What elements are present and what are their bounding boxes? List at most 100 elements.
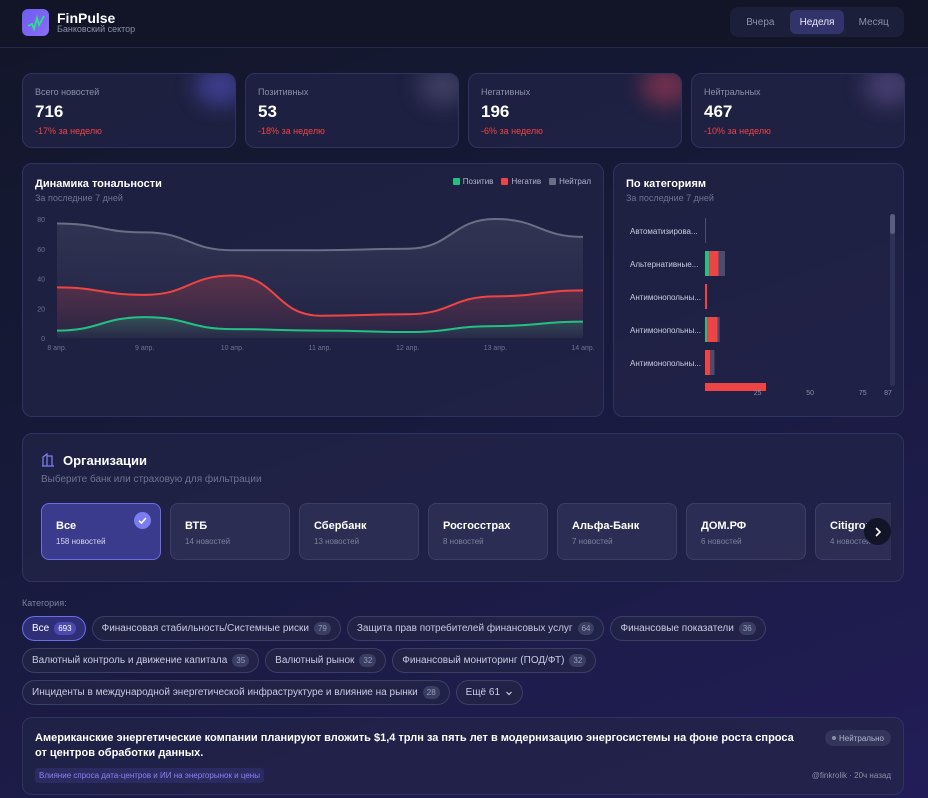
- y-tick-label: 20: [37, 306, 45, 313]
- series-area-0: [57, 317, 583, 338]
- org-count: 6 новостей: [701, 537, 742, 546]
- org-card[interactable]: Альфа-Банк 7 новостей: [557, 503, 677, 560]
- legend-neutral[interactable]: Нейтрал: [549, 177, 591, 186]
- news-tag[interactable]: Влияние спроса дата-центров и ИИ на энер…: [35, 768, 264, 783]
- stat-value: 716: [35, 102, 64, 121]
- org-card[interactable]: Сбербанк 13 новостей: [299, 503, 419, 560]
- category-count: 36: [738, 622, 756, 635]
- category-pill[interactable]: Валютный рынок 32: [265, 648, 387, 673]
- stat-change: -6% за неделю: [481, 126, 543, 136]
- y-tick-label: 60: [37, 247, 45, 254]
- category-bar-chart: Автоматизирова... Альтернативные... Антимо…: [630, 218, 892, 397]
- category-label: Категория:: [22, 598, 67, 608]
- sentiment-badge: Нейтрально: [825, 730, 891, 746]
- category-name: Инциденты в международной энергетической…: [32, 687, 418, 698]
- sentiment-chart-card: Динамика тональности За последние 7 дней…: [22, 163, 604, 417]
- app-name: FinPulse: [57, 10, 116, 26]
- chevron-down-icon: [506, 691, 512, 695]
- news-source[interactable]: @finkrolik: [811, 771, 848, 780]
- period-tab-month[interactable]: Месяц: [858, 16, 889, 28]
- stat-card: Позитивных 53 -18% за неделю: [245, 73, 459, 148]
- category-bar-segment: [710, 350, 715, 375]
- category-label: Антимонопольны...: [630, 359, 701, 368]
- series-line-Нейтрал: [56, 217, 584, 252]
- scroll-right-button[interactable]: [864, 518, 891, 545]
- chart-scrollbar[interactable]: [890, 214, 895, 386]
- check-icon: [134, 512, 151, 529]
- category-chart-card: По категориям За последние 7 дней Автома…: [613, 163, 904, 417]
- x-tick-label: 11 апр.: [309, 345, 332, 352]
- category-label: Антимонопольны...: [630, 293, 701, 302]
- app-subtitle: Банковский сектор: [57, 24, 136, 34]
- stat-label: Позитивных: [258, 87, 309, 97]
- category-count: 28: [422, 686, 440, 699]
- category-name: Финансовая стабильность/Системные риски: [101, 623, 309, 634]
- category-pill[interactable]: Защита прав потребителей финансовых услу…: [346, 616, 605, 641]
- category-name: Валютный рынок: [275, 655, 355, 666]
- category-bar-segment: [709, 251, 719, 276]
- sentiment-line-chart: 0 20 40 60 80 8 апр. 9 апр. 10 апр. 11 апр. 12 ап…: [37, 217, 594, 352]
- stat-card: Всего новостей 716 -17% за неделю: [22, 73, 236, 148]
- organizations-section: Организации Выберите банк или страховую …: [22, 433, 904, 582]
- y-tick-label: 40: [37, 277, 45, 284]
- category-pill[interactable]: Валютный контроль и движение капитала 35: [22, 648, 260, 673]
- y-tick-label: 80: [37, 217, 45, 224]
- org-name: ДОМ.РФ: [701, 520, 747, 532]
- category-count: 64: [577, 622, 595, 635]
- org-name: Росгосстрах: [443, 520, 511, 532]
- org-card[interactable]: Все 158 новостей: [41, 503, 161, 560]
- period-switcher: Вчера Неделя Месяц: [730, 7, 904, 37]
- category-bar-segment: [705, 317, 708, 342]
- org-card[interactable]: Росгосстрах 8 новостей: [428, 503, 548, 560]
- category-pill[interactable]: Инциденты в международной энергетической…: [22, 680, 450, 705]
- period-tab-yesterday[interactable]: Вчера: [746, 16, 775, 28]
- org-card[interactable]: ВТБ 14 новостей: [170, 503, 290, 560]
- category-pill[interactable]: Финансовый мониторинг (ПОД/ФТ) 32: [392, 648, 597, 673]
- stat-label: Всего новостей: [35, 87, 100, 97]
- app-header: FinPulse Банковский сектор Вчера Неделя …: [0, 0, 928, 48]
- x-tick-label: 10 апр.: [221, 345, 244, 352]
- stat-card: Негативных 196 -6% за неделю: [468, 73, 682, 148]
- category-chart-title: По категориям: [626, 178, 707, 190]
- news-card[interactable]: Американские энергетические компании пла…: [22, 717, 904, 795]
- organizations-subtitle: Выберите банк или страховую для фильтрац…: [41, 474, 262, 485]
- category-bar-segment: [705, 350, 711, 375]
- category-count: 32: [359, 654, 377, 667]
- legend-positive[interactable]: Позитив: [452, 177, 493, 186]
- org-count: 4 новостей: [830, 537, 871, 546]
- x-tick-label: 75: [859, 390, 867, 397]
- period-tab-week[interactable]: Неделя: [789, 10, 845, 34]
- x-tick-label: 13 апр.: [484, 345, 507, 352]
- category-name: Защита прав потребителей финансовых услу…: [356, 623, 573, 634]
- category-label: Антимонопольны...: [630, 326, 701, 335]
- chart-legend: Позитив Негатив Нейтрал: [452, 177, 591, 186]
- category-bar-segment: [705, 284, 708, 309]
- legend-negative[interactable]: Негатив: [501, 177, 541, 186]
- sentiment-chart-title: Динамика тональности: [35, 178, 162, 190]
- glow-decoration: [195, 74, 235, 106]
- category-chart-subtitle: За последние 7 дней: [626, 193, 714, 203]
- category-bar-segment: [718, 251, 725, 276]
- stat-change: -17% за неделю: [35, 126, 102, 136]
- x-tick-label: 87: [884, 390, 892, 397]
- glow-decoration: [864, 74, 904, 106]
- category-row: Инциденты в международной энергетической…: [22, 680, 524, 705]
- category-name: Финансовый мониторинг (ПОД/ФТ): [402, 655, 565, 666]
- pulse-icon: [27, 14, 45, 32]
- sentiment-chart-subtitle: За последние 7 дней: [35, 193, 123, 203]
- category-pill[interactable]: Финансовые показатели 36: [610, 616, 766, 641]
- category-bar-segment: [717, 317, 720, 342]
- category-row: Все 693 Финансовая стабильность/Системные …: [22, 616, 766, 641]
- more-categories-button[interactable]: Ещё 61: [455, 680, 524, 705]
- category-pill[interactable]: Все 693: [22, 616, 86, 641]
- stat-value: 467: [704, 102, 733, 121]
- category-bar-segment: [707, 317, 718, 342]
- org-card[interactable]: ДОМ.РФ 6 новостей: [686, 503, 806, 560]
- y-tick-label: 0: [41, 336, 45, 343]
- x-tick-label: 12 апр.: [396, 345, 419, 352]
- org-count: 8 новостей: [443, 537, 484, 546]
- category-pill[interactable]: Финансовая стабильность/Системные риски 7…: [91, 616, 341, 641]
- more-label: Ещё 61: [465, 687, 501, 698]
- building-icon: [42, 453, 54, 467]
- news-title[interactable]: Американские энергетические компании пла…: [35, 732, 794, 759]
